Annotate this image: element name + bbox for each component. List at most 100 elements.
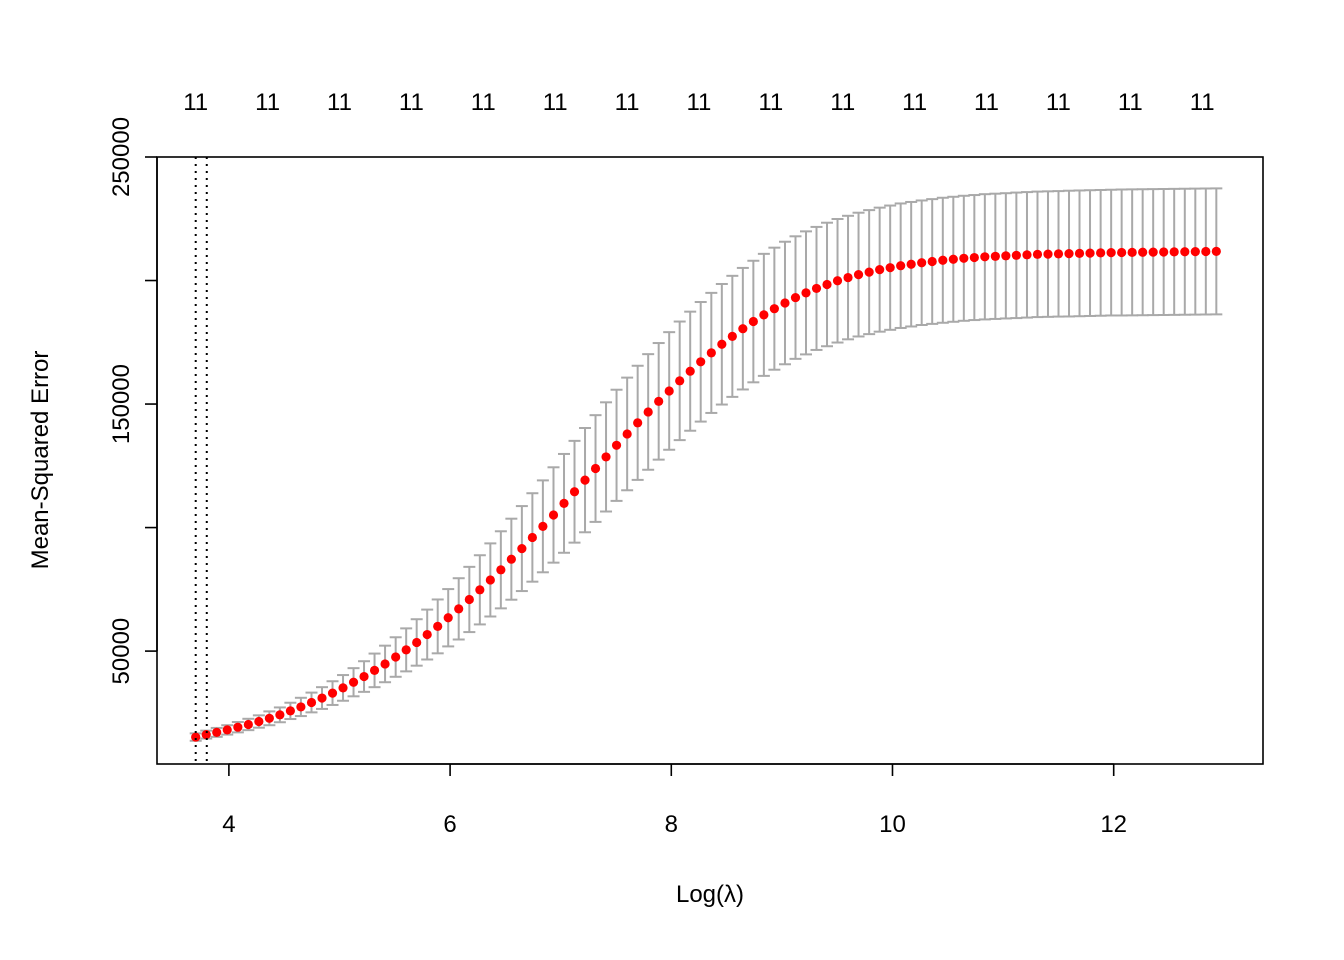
data-point bbox=[875, 265, 885, 275]
data-point bbox=[348, 677, 359, 687]
data-point bbox=[464, 594, 474, 605]
data-point bbox=[475, 585, 485, 595]
top-count-label: 11 bbox=[902, 89, 927, 116]
data-point bbox=[443, 613, 453, 623]
data-point bbox=[391, 652, 401, 662]
y-tick-label: 250000 bbox=[108, 117, 135, 197]
data-point bbox=[1190, 247, 1200, 257]
data-point bbox=[422, 629, 432, 640]
x-tick-label: 12 bbox=[1100, 811, 1127, 838]
data-point bbox=[1001, 251, 1011, 261]
data-point bbox=[885, 263, 895, 273]
data-point bbox=[254, 716, 264, 727]
data-point bbox=[517, 543, 527, 554]
data-point bbox=[780, 298, 790, 308]
data-point bbox=[675, 376, 685, 386]
data-point bbox=[622, 429, 632, 439]
top-count-label: 11 bbox=[399, 89, 424, 116]
top-count-label: 11 bbox=[1118, 89, 1143, 116]
data-point bbox=[864, 267, 874, 277]
data-point bbox=[212, 727, 222, 737]
data-point bbox=[317, 693, 327, 703]
data-point bbox=[433, 621, 443, 631]
data-point bbox=[643, 407, 653, 417]
data-point bbox=[738, 324, 748, 334]
data-point bbox=[843, 272, 853, 283]
data-point bbox=[569, 487, 580, 497]
data-point bbox=[948, 254, 958, 264]
data-point bbox=[685, 366, 695, 376]
data-point bbox=[222, 725, 232, 735]
data-point bbox=[611, 440, 622, 450]
x-axis-label: Log(λ) bbox=[676, 881, 744, 908]
data-point bbox=[233, 722, 243, 732]
y-axis-label: Mean-Squared Error bbox=[27, 351, 54, 570]
data-point bbox=[580, 475, 590, 485]
data-point bbox=[454, 604, 464, 614]
data-point bbox=[296, 702, 306, 712]
data-point bbox=[654, 396, 664, 406]
data-point bbox=[1159, 247, 1169, 257]
data-point bbox=[1022, 250, 1032, 260]
data-points bbox=[191, 246, 1221, 742]
data-point bbox=[1201, 246, 1211, 257]
data-point bbox=[1096, 248, 1106, 258]
data-point bbox=[759, 310, 769, 320]
y-tick-label: 150000 bbox=[108, 364, 135, 444]
data-point bbox=[1085, 248, 1095, 258]
top-axis-labels: 11 11 11 11 11 11 11 11 11 11 11 11 11 11 11 bbox=[183, 89, 1214, 116]
data-point bbox=[1032, 249, 1043, 259]
top-count-label: 11 bbox=[471, 89, 496, 116]
data-point bbox=[906, 259, 916, 269]
data-point bbox=[590, 463, 601, 474]
data-point bbox=[1127, 247, 1137, 257]
data-point bbox=[275, 710, 285, 720]
plot-frame bbox=[156, 156, 1264, 765]
data-point bbox=[548, 510, 559, 520]
data-point bbox=[696, 357, 706, 367]
data-point bbox=[1074, 248, 1085, 258]
reference-lines bbox=[194, 157, 208, 764]
data-point bbox=[264, 713, 274, 723]
top-count-label: 11 bbox=[615, 89, 640, 116]
data-point bbox=[285, 706, 295, 716]
data-point bbox=[1117, 247, 1127, 258]
data-point bbox=[748, 316, 758, 327]
data-point bbox=[938, 255, 948, 265]
top-count-label: 11 bbox=[974, 89, 999, 116]
y-tick-label: 50000 bbox=[108, 618, 135, 685]
data-point bbox=[832, 276, 843, 286]
data-point bbox=[201, 730, 211, 740]
data-point bbox=[822, 279, 832, 290]
x-tick-label: 10 bbox=[879, 811, 906, 838]
data-point bbox=[412, 637, 422, 648]
data-point bbox=[769, 304, 779, 314]
top-count-label: 11 bbox=[1190, 89, 1215, 116]
data-point bbox=[969, 252, 979, 263]
x-tick-label: 8 bbox=[665, 811, 678, 838]
data-point bbox=[496, 565, 506, 575]
x-axis: 4 6 8 10 12 bbox=[222, 763, 1127, 838]
data-point bbox=[401, 645, 411, 655]
data-point bbox=[927, 256, 937, 267]
top-count-label: 11 bbox=[543, 89, 568, 116]
data-point bbox=[664, 386, 674, 396]
x-tick-label: 6 bbox=[443, 811, 456, 838]
data-point bbox=[369, 665, 380, 675]
data-point bbox=[538, 521, 548, 531]
error-bars bbox=[189, 187, 1223, 742]
x-tick-label: 4 bbox=[222, 811, 235, 838]
top-count-label: 11 bbox=[183, 89, 208, 116]
top-count-label: 11 bbox=[758, 89, 783, 116]
data-point bbox=[1211, 246, 1221, 256]
data-point bbox=[506, 554, 516, 564]
top-count-label: 11 bbox=[686, 89, 711, 116]
data-point bbox=[559, 498, 569, 508]
data-point bbox=[485, 575, 495, 585]
data-point bbox=[959, 253, 969, 263]
data-point bbox=[727, 331, 737, 341]
data-point bbox=[601, 452, 611, 462]
data-point bbox=[1148, 247, 1158, 257]
data-point bbox=[706, 348, 716, 358]
